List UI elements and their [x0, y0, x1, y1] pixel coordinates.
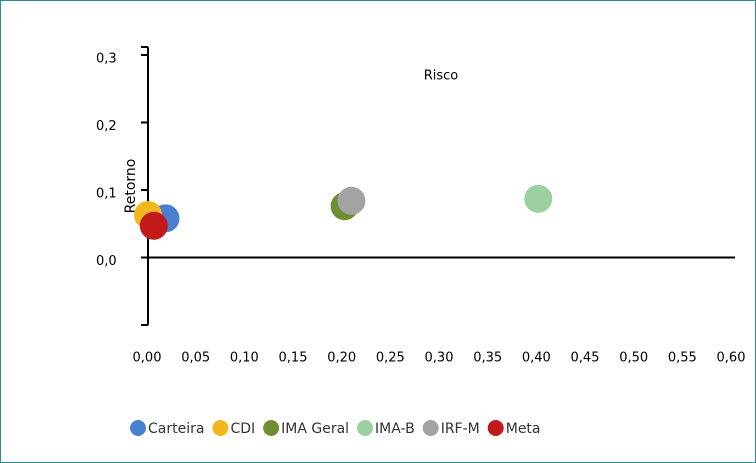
x-tick-label: 0,05	[181, 351, 210, 366]
point	[139, 211, 168, 240]
legend-label: IMA-B	[375, 421, 415, 437]
y-tick-label: 0,2	[96, 119, 117, 134]
x-tick-label: 0,25	[376, 351, 405, 366]
y-tick-label: 0,1	[96, 187, 117, 202]
legend-swatch	[212, 420, 229, 436]
x-tick-label: 0,30	[425, 351, 454, 366]
legend-label: Meta	[506, 421, 541, 437]
x-tick-label: 0,60	[717, 351, 746, 366]
x-tick-label: 0,35	[473, 351, 502, 366]
x-tick-label: 0,50	[619, 351, 648, 366]
x-tick-label: 0,10	[230, 351, 259, 366]
y-axis-label: Retorno	[123, 159, 139, 214]
x-tick-label: 0,55	[668, 351, 697, 366]
legend-label: Carteira	[148, 421, 204, 437]
legend-label: IMA Geral	[281, 421, 349, 437]
legend-label: IRF-M	[441, 421, 480, 437]
x-tick-label: 0,20	[327, 351, 356, 366]
x-tick-label: 0,45	[571, 351, 600, 366]
x-tick-label: 0,00	[133, 351, 162, 366]
legend-swatch	[487, 420, 504, 436]
x-tick-label: 0,15	[279, 351, 308, 366]
legend-swatch	[130, 420, 146, 436]
point	[524, 184, 553, 213]
legend-swatch	[263, 420, 280, 436]
x-axis-label: Risco	[424, 69, 459, 84]
y-tick-label: 0,3	[96, 52, 117, 67]
legend-label: CDI	[230, 421, 255, 437]
legend-swatch	[422, 420, 439, 436]
legend-swatch	[357, 420, 374, 436]
point	[337, 186, 366, 215]
y-tick-label: 0,0	[96, 254, 117, 269]
x-tick-label: 0,40	[522, 351, 551, 366]
